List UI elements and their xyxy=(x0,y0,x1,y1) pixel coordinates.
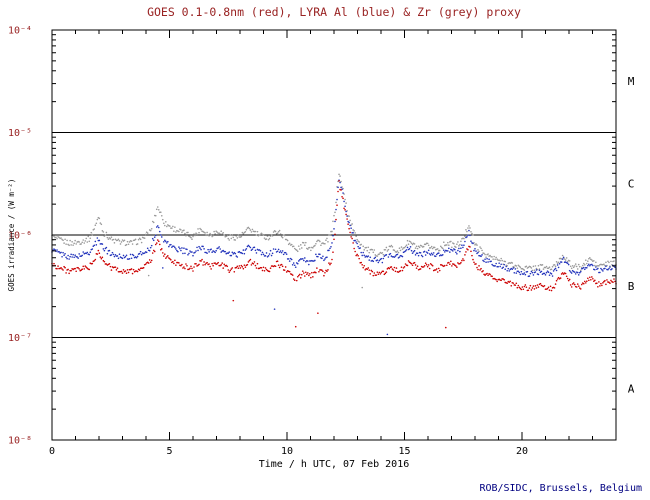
x-tick-label: 15 xyxy=(398,446,410,457)
y-tick-label: 10⁻⁶ xyxy=(8,231,32,242)
flare-class-label-B: B xyxy=(628,280,635,293)
x-tick-label: 20 xyxy=(516,446,528,457)
y-tick-label: 10⁻⁷ xyxy=(8,333,32,344)
x-axis-label: Time / h UTC, 07 Feb 2016 xyxy=(259,459,410,470)
flare-class-label-M: M xyxy=(628,75,635,88)
flare-class-label-A: A xyxy=(628,382,635,395)
x-tick-labels: 0 5 10 15 20 xyxy=(49,446,528,457)
chart-title: GOES 0.1-0.8nm (red), LYRA Al (blue) & Z… xyxy=(147,5,521,19)
x-tick-label: 10 xyxy=(281,446,293,457)
y-tick-label: 10⁻⁴ xyxy=(8,26,32,37)
flare-class-labels: M C B A xyxy=(628,75,635,396)
series-al-blue-proxy xyxy=(51,179,617,336)
flare-class-lines xyxy=(52,132,616,338)
y-tick-label: 10⁻⁵ xyxy=(8,128,32,139)
y-tick-labels: 10⁻⁴ 10⁻⁵ 10⁻⁶ 10⁻⁷ 10⁻⁸ xyxy=(8,26,32,447)
series-goes-red xyxy=(51,180,617,329)
flare-class-label-C: C xyxy=(628,177,635,190)
x-tick-label: 5 xyxy=(166,446,172,457)
x-tick-label: 0 xyxy=(49,446,55,457)
y-tick-label: 10⁻⁸ xyxy=(8,436,32,447)
series-zr-grey-proxy xyxy=(51,173,617,289)
y-axis-label: GOES irradiance / (W m⁻²) xyxy=(7,179,16,292)
credit-text: ROB/SIDC, Brussels, Belgium xyxy=(479,483,642,494)
plot-area: 10⁻⁴ 10⁻⁵ 10⁻⁶ 10⁻⁷ 10⁻⁸ 0 5 10 15 20 M C B A xyxy=(8,26,635,458)
axes xyxy=(51,29,617,441)
